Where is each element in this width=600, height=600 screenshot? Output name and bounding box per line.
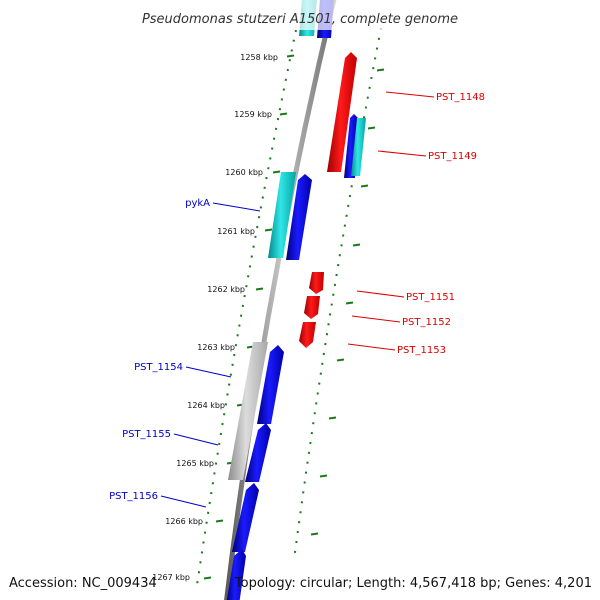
gene-leader-line [356,290,405,298]
major-tick-mark [279,112,288,116]
gene-label[interactable]: PST_1155 [122,429,171,440]
gene-leader-line [185,366,232,378]
gene-feature-pst1149-cyan [351,118,366,176]
gene-label[interactable]: PST_1151 [406,292,455,303]
major-tick-mark [310,532,319,536]
gene-feature-gray [228,342,268,480]
gene-label[interactable]: PST_1153 [397,345,446,356]
major-tick-mark [336,358,345,362]
tick-label: 1265 kbp [176,459,214,468]
tick-label: 1263 kbp [197,343,235,352]
major-tick-mark [352,243,361,247]
gene-labels: pykA PST_1154 PST_1155 PST_1156 PST_1148 PST_… [109,91,485,508]
title-band [0,0,600,30]
major-tick-mark [328,416,337,420]
gene-leader-line [347,343,396,351]
tick-label: 1266 kbp [165,517,203,526]
gene-feature-pst1155 [245,423,271,482]
gene-feature-pst1152 [304,296,320,319]
gene-leader-line [351,315,401,323]
gene-feature-pst1151 [309,272,324,294]
topology-text: Topology: circular; Length: 4,567,418 bp… [234,576,592,591]
gene-leader-line [385,91,435,98]
gene-leader-line [212,202,261,212]
gene-label[interactable]: PST_1149 [428,151,477,162]
gene-leader-line [160,495,207,508]
major-tick-mark [367,126,376,130]
gene-feature-pst1153 [299,322,316,348]
gene-feature-pst1156 [232,483,259,552]
major-tick-mark [264,228,273,232]
gene-label[interactable]: PST_1152 [402,317,451,328]
gene-feature-pyka [286,174,312,260]
major-tick-mark [345,301,354,305]
tick-label: 1258 kbp [240,53,278,62]
major-tick-mark [215,519,224,523]
gene-label[interactable]: PST_1154 [134,362,183,373]
tick-label: 1259 kbp [234,110,272,119]
tick-label: 1267 kbp [152,573,190,582]
major-tick-mark [255,287,264,291]
tick-labels: 1258 kbp 1259 kbp 1260 kbp 1261 kbp 1262 kbp… [152,53,278,582]
genome-backbone [224,0,337,600]
gene-leader-line [377,150,427,157]
gene-feature-bottom [226,549,246,600]
tick-label: 1261 kbp [217,227,255,236]
gene-label[interactable]: pykA [185,198,210,209]
tick-label: 1262 kbp [207,285,245,294]
major-tick-mark [286,54,295,58]
major-tick-mark [360,184,369,188]
gene-feature-pyka-cyan [268,172,296,258]
major-tick-mark [203,576,212,580]
major-ticks [203,54,385,580]
tick-label: 1260 kbp [225,168,263,177]
gene-label[interactable]: PST_1148 [436,92,485,103]
gene-label[interactable]: PST_1156 [109,491,158,502]
gene-leader-line [173,433,219,446]
major-tick-mark [376,68,385,72]
tick-label: 1264 kbp [187,401,225,410]
major-tick-mark [272,170,281,174]
accession-text: Accession: NC_009434 [9,576,157,591]
gene-feature-pst1148 [327,52,357,172]
map-title: Pseudomonas stutzeri A1501, complete gen… [142,12,458,27]
major-tick-mark [319,474,328,478]
gene-feature-pst1154 [257,345,284,424]
